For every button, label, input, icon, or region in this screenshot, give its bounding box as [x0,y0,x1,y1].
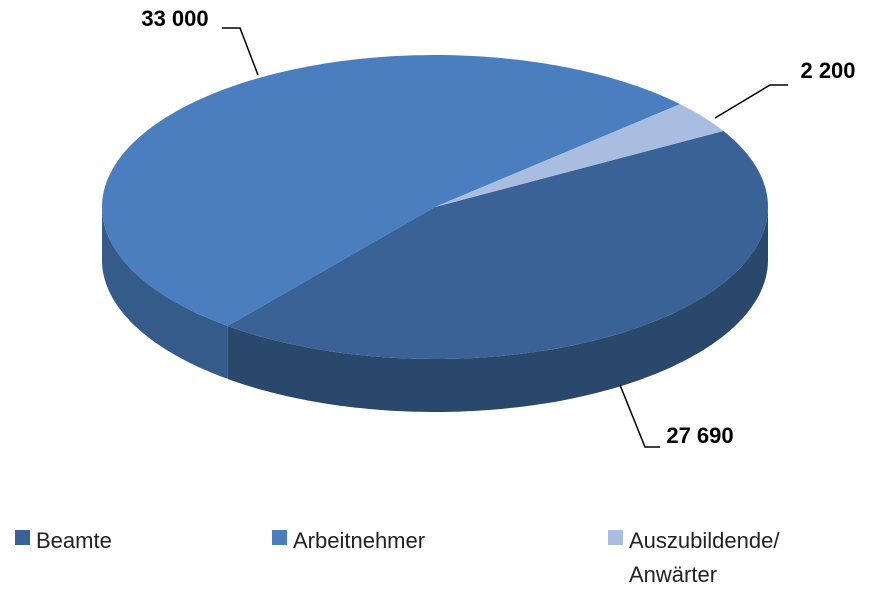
leader-line [619,384,660,448]
legend-swatch [608,530,623,545]
slice [102,55,681,326]
legend-swatch [15,530,30,545]
legend-label: Beamte [36,528,112,553]
legend-swatch [272,530,287,545]
legend-label: Arbeitnehmer [293,528,426,553]
slice-side [102,207,228,379]
legend-item: Arbeitnehmer [272,524,502,558]
slice-side [227,207,768,412]
slice [435,104,724,207]
data-label: 27 690 [666,423,733,448]
legend-item: Beamte [15,524,245,558]
legend-item: Auszubildende/ Anwärter [608,524,808,592]
data-label: 2 200 [800,58,855,83]
slice [227,131,768,359]
leader-line [714,84,788,119]
leader-line [222,27,259,76]
legend-label: Auszubildende/ Anwärter [629,528,780,587]
data-label: 33 000 [141,6,208,31]
chart: 27 690 33 000 2 200 [102,6,856,448]
